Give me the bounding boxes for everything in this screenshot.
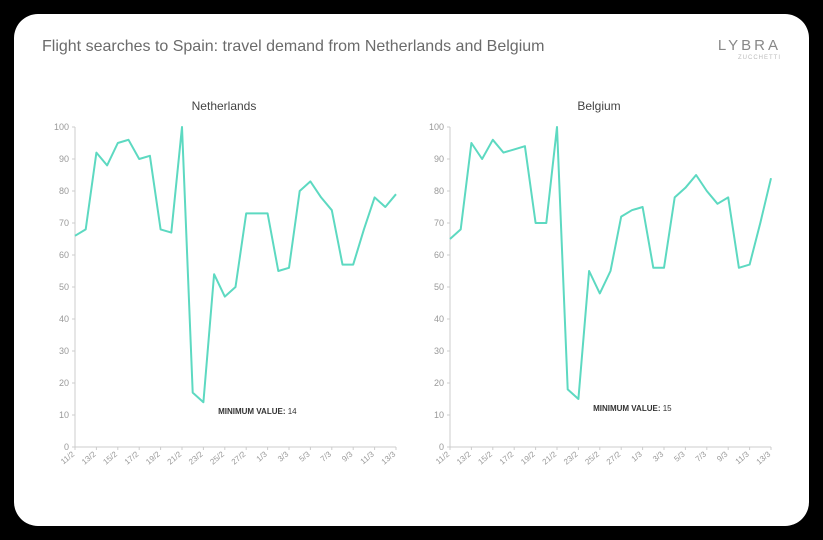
header: Flight searches to Spain: travel demand … — [42, 38, 781, 61]
svg-text:17/2: 17/2 — [122, 449, 140, 466]
charts-row: Netherlands 010203040506070809010011/213… — [42, 99, 781, 483]
svg-text:30: 30 — [433, 346, 443, 356]
svg-text:5/3: 5/3 — [297, 449, 312, 463]
svg-text:21/2: 21/2 — [165, 449, 183, 466]
logo-main: LYBRA — [718, 38, 781, 53]
svg-text:60: 60 — [58, 250, 68, 260]
svg-text:19/2: 19/2 — [519, 449, 537, 466]
svg-text:100: 100 — [53, 123, 68, 132]
page-title: Flight searches to Spain: travel demand … — [42, 38, 544, 56]
svg-text:10: 10 — [58, 410, 68, 420]
svg-text:1/3: 1/3 — [254, 449, 269, 463]
svg-text:90: 90 — [58, 154, 68, 164]
svg-text:21/2: 21/2 — [540, 449, 558, 466]
chart-title-netherlands: Netherlands — [47, 99, 402, 113]
chart-title-belgium: Belgium — [422, 99, 777, 113]
svg-text:20: 20 — [58, 378, 68, 388]
svg-text:13/2: 13/2 — [454, 449, 472, 466]
svg-text:9/3: 9/3 — [340, 449, 355, 463]
svg-text:1/3: 1/3 — [629, 449, 644, 463]
chart-card: Flight searches to Spain: travel demand … — [14, 14, 809, 526]
svg-text:11/2: 11/2 — [59, 449, 77, 466]
chart-svg-belgium: 010203040506070809010011/213/215/217/219… — [422, 123, 777, 483]
svg-text:23/2: 23/2 — [561, 449, 579, 466]
svg-text:11/3: 11/3 — [733, 449, 751, 466]
svg-text:40: 40 — [58, 314, 68, 324]
svg-text:9/3: 9/3 — [715, 449, 730, 463]
svg-text:80: 80 — [58, 186, 68, 196]
svg-text:25/2: 25/2 — [583, 449, 601, 466]
svg-text:27/2: 27/2 — [604, 449, 622, 466]
svg-text:27/2: 27/2 — [229, 449, 247, 466]
svg-text:13/2: 13/2 — [79, 449, 97, 466]
chart-belgium: Belgium 010203040506070809010011/213/215… — [422, 99, 777, 483]
svg-text:80: 80 — [433, 186, 443, 196]
svg-text:25/2: 25/2 — [208, 449, 226, 466]
svg-text:40: 40 — [433, 314, 443, 324]
svg-text:50: 50 — [58, 282, 68, 292]
svg-text:11/2: 11/2 — [434, 449, 452, 466]
svg-text:23/2: 23/2 — [186, 449, 204, 466]
svg-text:3/3: 3/3 — [650, 449, 665, 463]
logo: LYBRA ZUCCHETTI — [718, 38, 781, 61]
svg-text:30: 30 — [58, 346, 68, 356]
svg-text:70: 70 — [58, 218, 68, 228]
chart-netherlands: Netherlands 010203040506070809010011/213… — [47, 99, 402, 483]
chart-svg-netherlands: 010203040506070809010011/213/215/217/219… — [47, 123, 402, 483]
svg-text:15/2: 15/2 — [476, 449, 494, 466]
svg-text:19/2: 19/2 — [144, 449, 162, 466]
logo-sub: ZUCCHETTI — [718, 55, 781, 61]
svg-text:13/3: 13/3 — [754, 449, 772, 466]
svg-text:20: 20 — [433, 378, 443, 388]
svg-text:60: 60 — [433, 250, 443, 260]
svg-text:3/3: 3/3 — [275, 449, 290, 463]
svg-text:15/2: 15/2 — [101, 449, 119, 466]
svg-text:MINIMUM VALUE: 15: MINIMUM VALUE: 15 — [593, 404, 672, 413]
svg-text:100: 100 — [428, 123, 443, 132]
svg-text:10: 10 — [433, 410, 443, 420]
svg-text:70: 70 — [433, 218, 443, 228]
svg-text:50: 50 — [433, 282, 443, 292]
svg-text:17/2: 17/2 — [497, 449, 515, 466]
svg-text:11/3: 11/3 — [358, 449, 376, 466]
svg-text:90: 90 — [433, 154, 443, 164]
svg-text:5/3: 5/3 — [672, 449, 687, 463]
svg-text:7/3: 7/3 — [318, 449, 333, 463]
svg-text:13/3: 13/3 — [379, 449, 397, 466]
svg-text:MINIMUM VALUE: 14: MINIMUM VALUE: 14 — [218, 407, 297, 416]
svg-text:7/3: 7/3 — [693, 449, 708, 463]
